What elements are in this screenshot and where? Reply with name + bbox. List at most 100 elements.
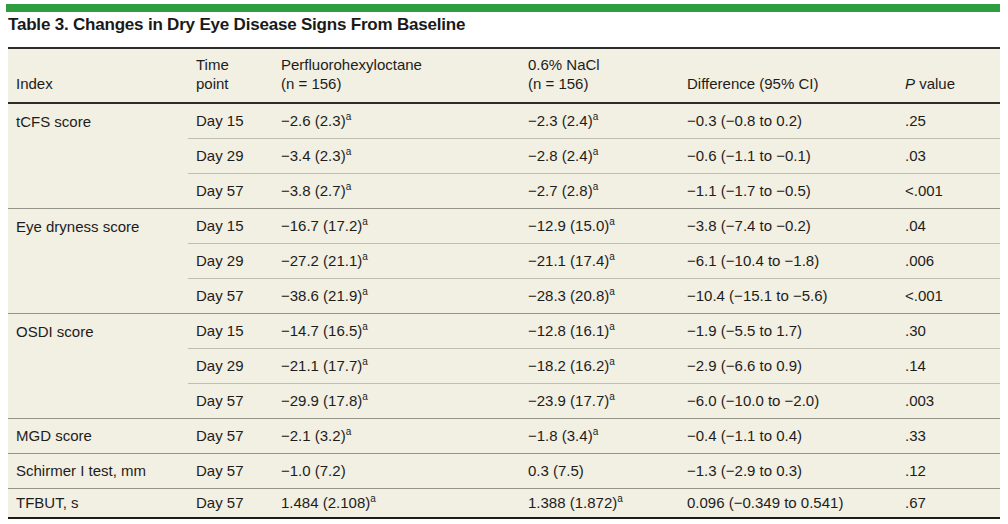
cell-index: Eye dryness score — [8, 209, 188, 244]
cell-index — [8, 174, 188, 209]
cell-index: OSDI score — [8, 314, 188, 349]
cell-index — [8, 384, 188, 419]
table-row: Schirmer I test, mmDay 57−1.0 (7.2)0.3 (… — [8, 454, 1000, 489]
table-row: Day 57−29.9 (17.8)a−23.9 (17.7)a−6.0 (−1… — [8, 384, 1000, 419]
cell-pfho: −3.8 (2.7)a — [273, 174, 520, 209]
cell-time-point: Day 57 — [188, 419, 273, 454]
cell-difference: −0.3 (−0.8 to 0.2) — [679, 103, 897, 139]
cell-index: TFBUT, s — [8, 489, 188, 519]
cell-time-point: Day 57 — [188, 174, 273, 209]
cell-p-value: .04 — [897, 209, 1000, 244]
table-title: Table 3. Changes in Dry Eye Disease Sign… — [8, 15, 465, 35]
footnote-marker: a — [609, 286, 615, 297]
footnote-marker: a — [609, 321, 615, 332]
cell-difference: −2.9 (−6.6 to 0.9) — [679, 349, 897, 384]
footnote-marker: a — [593, 181, 599, 192]
cell-p-value: .33 — [897, 419, 1000, 454]
cell-nacl: −23.9 (17.7)a — [520, 384, 679, 419]
footnote-marker: a — [346, 111, 352, 122]
cell-time-point: Day 57 — [188, 279, 273, 314]
table-body: tCFS scoreDay 15−2.6 (2.3)a−2.3 (2.4)a−0… — [8, 103, 1000, 518]
cell-pfho: −29.9 (17.8)a — [273, 384, 520, 419]
cell-nacl: −12.8 (16.1)a — [520, 314, 679, 349]
cell-difference: −1.1 (−1.7 to −0.5) — [679, 174, 897, 209]
footnote-marker: a — [362, 321, 368, 332]
cell-p-value: <.001 — [897, 279, 1000, 314]
table-row: Day 57−38.6 (21.9)a−28.3 (20.8)a−10.4 (−… — [8, 279, 1000, 314]
header-difference: Difference (95% CI) — [679, 48, 897, 103]
cell-pfho: −1.0 (7.2) — [273, 454, 520, 489]
cell-index: MGD score — [8, 419, 188, 454]
cell-nacl: −1.8 (3.4)a — [520, 419, 679, 454]
cell-nacl: −28.3 (20.8)a — [520, 279, 679, 314]
cell-difference: −6.0 (−10.0 to −2.0) — [679, 384, 897, 419]
footnote-marker: a — [617, 493, 623, 504]
table-row: Eye dryness scoreDay 15−16.7 (17.2)a−12.… — [8, 209, 1000, 244]
cell-p-value: .12 — [897, 454, 1000, 489]
accent-bar — [6, 4, 1000, 12]
footnote-marker: a — [609, 216, 615, 227]
p-value-rest: value — [915, 75, 955, 92]
cell-time-point: Day 57 — [188, 384, 273, 419]
cell-p-value: .67 — [897, 489, 1000, 519]
footnote-marker: a — [346, 181, 352, 192]
cell-index: tCFS score — [8, 103, 188, 139]
header-nacl: 0.6% NaCl (n = 156) — [520, 48, 679, 103]
header-index: Index — [8, 48, 188, 103]
cell-difference: 0.096 (−0.349 to 0.541) — [679, 489, 897, 519]
cell-p-value: <.001 — [897, 174, 1000, 209]
footnote-marker: a — [362, 216, 368, 227]
cell-p-value: .14 — [897, 349, 1000, 384]
cell-pfho: −3.4 (2.3)a — [273, 139, 520, 174]
table-row: OSDI scoreDay 15−14.7 (16.5)a−12.8 (16.1… — [8, 314, 1000, 349]
cell-pfho: −14.7 (16.5)a — [273, 314, 520, 349]
cell-difference: −0.4 (−1.1 to 0.4) — [679, 419, 897, 454]
cell-pfho: −16.7 (17.2)a — [273, 209, 520, 244]
cell-difference: −1.3 (−2.9 to 0.3) — [679, 454, 897, 489]
cell-p-value: .003 — [897, 384, 1000, 419]
footnote-marker: a — [593, 146, 599, 157]
footnote-marker: a — [593, 111, 599, 122]
table-row: Day 29−27.2 (21.1)a−21.1 (17.4)a−6.1 (−1… — [8, 244, 1000, 279]
cell-p-value: .25 — [897, 103, 1000, 139]
cell-time-point: Day 29 — [188, 139, 273, 174]
cell-time-point: Day 29 — [188, 349, 273, 384]
cell-p-value: .03 — [897, 139, 1000, 174]
cell-pfho: −2.6 (2.3)a — [273, 103, 520, 139]
cell-time-point: Day 15 — [188, 314, 273, 349]
footnote-marker: a — [609, 391, 615, 402]
cell-nacl: 0.3 (7.5) — [520, 454, 679, 489]
cell-nacl: −18.2 (16.2)a — [520, 349, 679, 384]
header-row: Index Time point Perfluorohexyloctane (n… — [8, 48, 1000, 103]
cell-pfho: 1.484 (2.108)a — [273, 489, 520, 519]
cell-pfho: −38.6 (21.9)a — [273, 279, 520, 314]
table-header: Index Time point Perfluorohexyloctane (n… — [8, 48, 1000, 103]
footnote-marker: a — [362, 391, 368, 402]
cell-time-point: Day 15 — [188, 103, 273, 139]
cell-nacl: −2.3 (2.4)a — [520, 103, 679, 139]
footnote-marker: a — [370, 493, 376, 504]
header-time-point: Time point — [188, 48, 273, 103]
footnote-marker: a — [346, 146, 352, 157]
data-table: Index Time point Perfluorohexyloctane (n… — [8, 47, 1000, 519]
cell-index — [8, 349, 188, 384]
footnote-marker: a — [362, 251, 368, 262]
table-row: Day 29−3.4 (2.3)a−2.8 (2.4)a−0.6 (−1.1 t… — [8, 139, 1000, 174]
cell-difference: −10.4 (−15.1 to −5.6) — [679, 279, 897, 314]
footnote-marker: a — [593, 426, 599, 437]
table-row: TFBUT, sDay 571.484 (2.108)a1.388 (1.872… — [8, 489, 1000, 519]
footnote-marker: a — [346, 426, 352, 437]
table-row: Day 57−3.8 (2.7)a−2.7 (2.8)a−1.1 (−1.7 t… — [8, 174, 1000, 209]
cell-pfho: −2.1 (3.2)a — [273, 419, 520, 454]
cell-pfho: −21.1 (17.7)a — [273, 349, 520, 384]
cell-difference: −6.1 (−10.4 to −1.8) — [679, 244, 897, 279]
cell-time-point: Day 29 — [188, 244, 273, 279]
table-row: Day 29−21.1 (17.7)a−18.2 (16.2)a−2.9 (−6… — [8, 349, 1000, 384]
cell-index — [8, 139, 188, 174]
cell-nacl: −21.1 (17.4)a — [520, 244, 679, 279]
cell-nacl: −2.7 (2.8)a — [520, 174, 679, 209]
cell-index — [8, 244, 188, 279]
cell-time-point: Day 15 — [188, 209, 273, 244]
cell-difference: −1.9 (−5.5 to 1.7) — [679, 314, 897, 349]
table-row: tCFS scoreDay 15−2.6 (2.3)a−2.3 (2.4)a−0… — [8, 103, 1000, 139]
